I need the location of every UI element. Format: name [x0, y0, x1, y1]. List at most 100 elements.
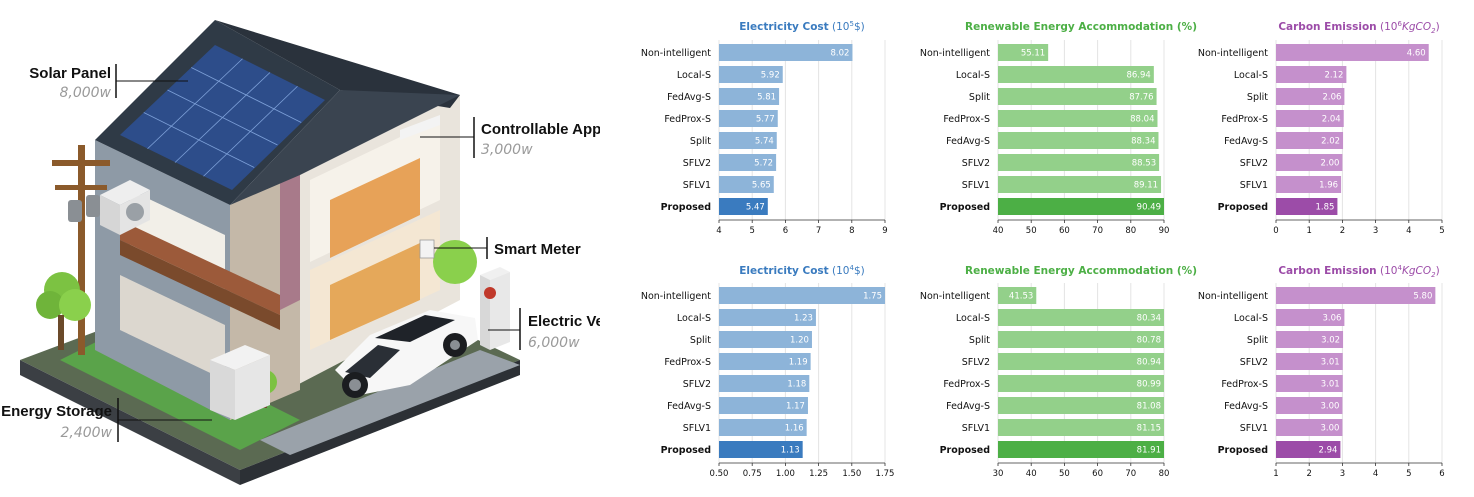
chart-title-unit-exp: 6	[1397, 20, 1402, 28]
bar-fedprox-s	[998, 375, 1164, 392]
bar-local-s	[719, 309, 816, 326]
bar-value-label: 55.11	[1021, 49, 1045, 59]
chart-panel-6: Carbon Emission (104KgCO2)5.80Non-intell…	[1198, 264, 1445, 479]
bar-value-label: 1.13	[781, 446, 800, 456]
category-label: Local-S	[956, 313, 990, 324]
category-label: FedAvg-S	[667, 401, 711, 412]
callout-label-smart-meter: Smart Meter	[494, 241, 581, 258]
bar-fedavg-s	[719, 88, 780, 105]
chart-title-text: Carbon Emission	[1278, 21, 1376, 33]
bar-non-intelligent	[998, 44, 1049, 61]
category-label: SFLV2	[962, 158, 990, 169]
x-tick-label: 2	[1340, 226, 1345, 236]
bar-sflv2	[1276, 353, 1343, 370]
bar-value-label: 3.02	[1321, 336, 1340, 346]
x-tick-label: 30	[993, 469, 1004, 479]
bar-fedavg-s	[998, 397, 1164, 414]
bar-value-label: 88.53	[1132, 159, 1156, 169]
electric-vehicle	[335, 310, 478, 398]
chart-title-unit-rest: KgCO	[1402, 265, 1431, 277]
bar-local-s	[998, 309, 1164, 326]
bar-value-label: 2.02	[1321, 137, 1340, 147]
category-label: FedAvg-S	[667, 92, 711, 103]
chart-title-unit-open: (10	[829, 265, 850, 277]
ev-charger	[480, 267, 510, 350]
category-label: Non-intelligent	[641, 291, 711, 302]
bar-fedprox-s	[1276, 110, 1344, 127]
category-label: Split	[690, 335, 711, 346]
bar-value-label: 3.01	[1321, 380, 1340, 390]
bar-value-label: 80.99	[1137, 380, 1161, 390]
chart-title: Renewable Energy Accommodation (%)	[965, 265, 1197, 277]
category-label: SFLV1	[1240, 423, 1268, 434]
x-tick-label: 70	[1125, 469, 1136, 479]
x-tick-label: 1.75	[876, 469, 895, 479]
wall-appliance	[400, 115, 440, 140]
callout-label-controllable-appliance: Controllable Appliance	[481, 121, 600, 138]
category-label: Non-intelligent	[1198, 291, 1268, 302]
chart-title: Carbon Emission (106KgCO2)	[1278, 20, 1439, 35]
chart-title: Electricity Cost (105$)	[739, 20, 865, 33]
chart-title-text: Renewable Energy Accommodation (%)	[965, 21, 1197, 33]
bar-proposed	[1276, 198, 1338, 215]
callout-smart-meter: Smart Meter	[434, 237, 581, 259]
bar-value-label: 5.65	[752, 181, 771, 191]
bar-value-label: 5.80	[1413, 292, 1432, 302]
chart-title-unit-exp: 5	[849, 20, 853, 28]
category-label: Local-S	[1234, 70, 1268, 81]
chart-title-unit-exp: 4	[849, 264, 854, 272]
x-tick-label: 60	[1059, 226, 1070, 236]
x-tick-label: 6	[1439, 469, 1444, 479]
bar-sflv1	[998, 176, 1162, 193]
bar-local-s	[1276, 309, 1345, 326]
chart-panel-1: Electricity Cost (105$)8.02Non-intellige…	[641, 20, 888, 236]
category-label: Local-S	[1234, 313, 1268, 324]
chart-title-unit-open: (10	[1377, 21, 1398, 33]
bar-value-label: 5.47	[746, 203, 765, 213]
bar-split	[998, 331, 1164, 348]
category-label: Non-intelligent	[920, 48, 990, 59]
bar-value-label: 88.34	[1131, 137, 1155, 147]
category-label: Proposed	[661, 202, 711, 213]
category-label: FedProx-S	[943, 379, 990, 390]
x-tick-label: 8	[849, 226, 854, 236]
category-label: SFLV2	[1240, 158, 1268, 169]
x-tick-label: 3	[1340, 469, 1345, 479]
chart-panel-2: Renewable Energy Accommodation (%) 55.11 N…	[920, 21, 1197, 236]
bar-value-label: 87.76	[1129, 93, 1153, 103]
bar-value-label: 5.72	[754, 159, 773, 169]
bar-value-label: 80.78	[1137, 336, 1161, 346]
bar-proposed	[719, 198, 768, 215]
bar-fedavg-s	[998, 132, 1159, 149]
callout-value-electric-vehicle: 6,000w	[528, 335, 580, 351]
category-label: FedAvg-S	[946, 136, 990, 147]
bar-value-label: 1.16	[785, 424, 804, 434]
bar-value-label: 5.77	[756, 115, 775, 125]
bar-value-label: 89.11	[1134, 181, 1158, 191]
chart-title-unit-close: )	[861, 265, 865, 277]
x-tick-label: 0	[1273, 226, 1278, 236]
category-label: SFLV1	[962, 423, 990, 434]
chart-title-text: Electricity Cost	[739, 265, 828, 277]
chart-panel-5: Renewable Energy Accommodation (%) 41.53 N…	[920, 265, 1197, 479]
x-tick-label: 1.00	[776, 469, 795, 479]
bar-value-label: 1.18	[787, 380, 806, 390]
x-tick-label: 90	[1159, 226, 1170, 236]
x-tick-label: 80	[1125, 226, 1136, 236]
bar-value-label: 2.94	[1318, 446, 1337, 456]
category-label: Proposed	[1218, 445, 1268, 456]
callout-energy-storage: Energy Storage 2,400w	[1, 398, 212, 442]
bar-value-label: 1.85	[1315, 203, 1334, 213]
bar-value-label: 3.01	[1321, 358, 1340, 368]
bar-sflv2	[1276, 154, 1343, 171]
bar-sflv1	[719, 419, 807, 436]
callout-label-energy-storage: Energy Storage	[1, 403, 112, 420]
bar-sflv1	[1276, 419, 1343, 436]
category-label: FedProx-S	[664, 114, 711, 125]
chart-title-unit-exp: 4	[1397, 264, 1402, 272]
bar-value-label: 1.23	[794, 314, 813, 324]
x-tick-label: 1.25	[809, 469, 828, 479]
category-label: Split	[690, 136, 711, 147]
bar-value-label: 80.94	[1137, 358, 1161, 368]
bar-fedavg-s	[1276, 397, 1343, 414]
